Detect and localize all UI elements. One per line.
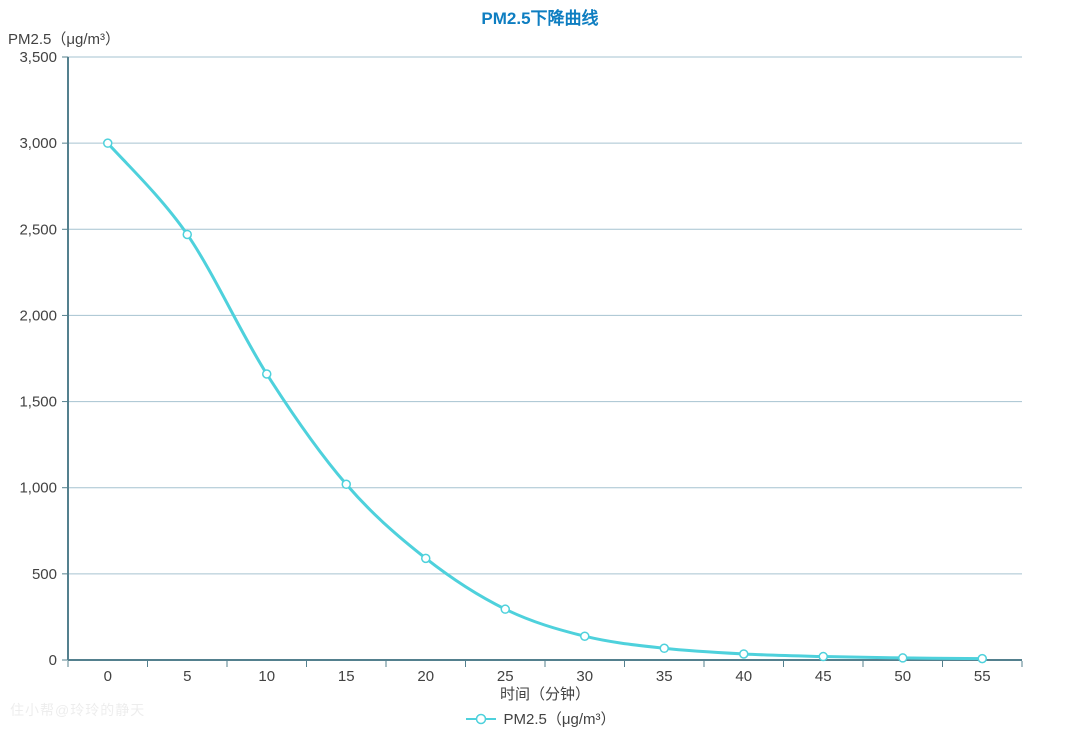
data-point-marker bbox=[898, 653, 908, 663]
data-point-marker bbox=[103, 138, 113, 148]
y-tick-label: 0 bbox=[49, 652, 57, 669]
data-point-marker bbox=[659, 643, 669, 654]
y-axis-unit-label: PM2.5（μg/m³） bbox=[8, 31, 120, 48]
data-point-marker bbox=[341, 479, 351, 490]
x-axis-title: 时间（分钟） bbox=[499, 686, 590, 703]
data-point-marker bbox=[421, 553, 431, 564]
legend-line-marker-icon bbox=[465, 713, 496, 724]
x-tick-label: 50 bbox=[894, 668, 911, 685]
y-axis: 0 500 1,000 1,500 2,000 2,500 3,000 3,500 bbox=[19, 49, 69, 669]
data-point-marker bbox=[580, 631, 590, 641]
x-tick-label: 5 bbox=[183, 668, 191, 685]
data-point-marker bbox=[262, 369, 272, 379]
x-axis: 0 5 10 15 20 25 30 35 40 45 50 55 bbox=[67, 659, 1023, 685]
x-tick-label: 25 bbox=[497, 668, 514, 685]
chart-title: PM2.5下降曲线 bbox=[481, 9, 599, 28]
y-tick-label: 2,000 bbox=[19, 307, 57, 324]
x-tick-label: 55 bbox=[974, 668, 991, 685]
x-tick-label: 30 bbox=[576, 668, 593, 685]
x-tick-label: 35 bbox=[656, 668, 673, 685]
data-point-marker bbox=[977, 653, 987, 664]
y-tick-label: 1,500 bbox=[19, 394, 57, 411]
y-tick-label: 500 bbox=[32, 566, 57, 583]
x-tick-label: 10 bbox=[258, 668, 275, 685]
y-tick-label: 3,000 bbox=[19, 135, 57, 152]
data-point-marker bbox=[500, 604, 510, 614]
legend-item-pm25[interactable]: PM2.5（μg/m³） bbox=[0, 708, 1080, 729]
data-point-marker bbox=[739, 649, 749, 659]
legend-label: PM2.5（μg/m³） bbox=[503, 711, 616, 728]
y-tick-label: 1,000 bbox=[19, 480, 57, 497]
x-tick-label: 0 bbox=[104, 668, 112, 685]
y-tick-label: 2,500 bbox=[19, 221, 57, 238]
x-tick-label: 45 bbox=[815, 668, 832, 685]
x-tick-label: 40 bbox=[735, 668, 752, 685]
data-point-marker bbox=[818, 651, 828, 662]
y-tick-label: 3,500 bbox=[19, 49, 57, 66]
gridlines bbox=[68, 56, 1022, 575]
x-tick-label: 20 bbox=[417, 668, 434, 685]
x-tick-label: 15 bbox=[338, 668, 355, 685]
series-line bbox=[106, 141, 984, 661]
data-points bbox=[103, 138, 987, 664]
data-point-marker bbox=[182, 229, 192, 240]
